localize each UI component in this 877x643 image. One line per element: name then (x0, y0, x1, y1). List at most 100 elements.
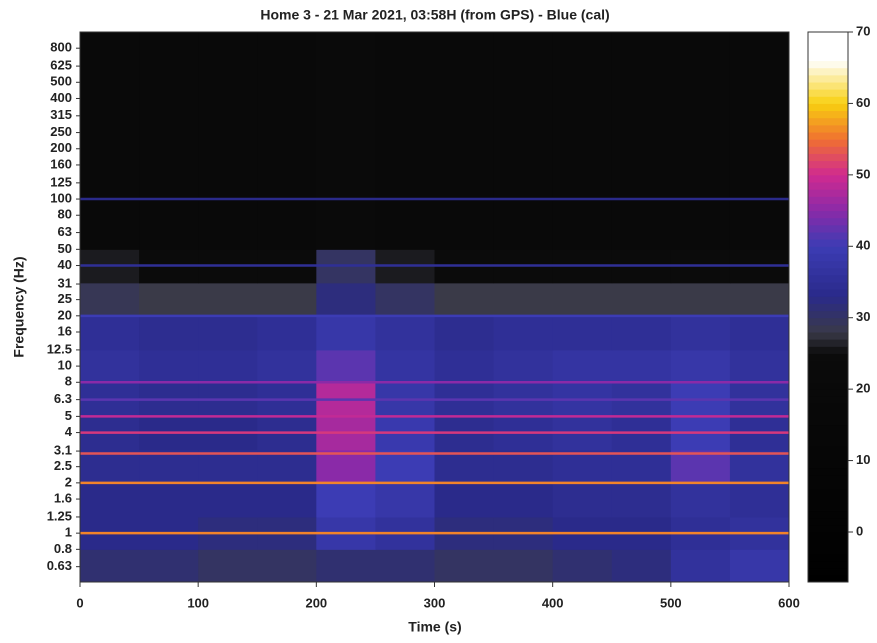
x-tick-label: 200 (305, 595, 327, 610)
spectrogram-cell (375, 315, 435, 351)
colorbar-step (808, 332, 848, 340)
colorbar-step (808, 160, 848, 169)
y-tick-label: 200 (50, 140, 72, 155)
colorbar-step (808, 182, 848, 190)
colorbar-step (808, 510, 848, 519)
y-tick-label: 1.25 (47, 508, 72, 523)
spectrogram-cell (493, 349, 554, 383)
colorbar-tick-label: 10 (856, 452, 870, 467)
spectrogram-cell (552, 32, 613, 250)
colorbar-tick-label: 20 (856, 381, 870, 396)
y-tick-label: 100 (50, 190, 72, 205)
spectrogram-cell (80, 282, 140, 317)
colorbar-step (808, 553, 848, 562)
colorbar-step (808, 303, 848, 312)
spectrogram-cell (198, 549, 258, 583)
colorbar-step (808, 267, 848, 276)
colorbar-step (808, 253, 848, 262)
y-tick-label: 63 (58, 224, 72, 239)
colorbar-step (808, 474, 848, 483)
spectrogram-cell (729, 315, 790, 351)
x-tick-label: 500 (660, 595, 682, 610)
x-axis-label: Time (s) (408, 619, 461, 635)
colorbar-step (808, 524, 848, 533)
y-tick-label: 40 (58, 257, 72, 272)
spectrogram-cell (729, 482, 790, 518)
spectrogram-cell (434, 549, 495, 583)
colorbar-tick-label: 40 (856, 238, 870, 253)
y-tick-label: 1 (65, 525, 72, 540)
y-tick-label: 16 (58, 323, 72, 338)
spectrogram-cell (80, 549, 140, 583)
spectrogram-cell (316, 32, 376, 250)
colorbar-step (808, 296, 848, 304)
colorbar-step (808, 203, 848, 212)
colorbar-step (808, 532, 848, 540)
colorbar-step (808, 239, 848, 247)
y-tick-label: 20 (58, 307, 72, 322)
y-tick-label: 315 (50, 107, 72, 122)
colorbar-step (808, 260, 848, 269)
spectrogram-cell (611, 549, 672, 583)
colorbar-step (808, 124, 848, 133)
chart-title: Home 3 - 21 Mar 2021, 03:58H (from GPS) … (260, 7, 609, 23)
spectrogram-cell (139, 449, 199, 484)
spectrogram-cell (198, 315, 258, 351)
colorbar-step (808, 289, 848, 297)
spectrogram-cell (257, 282, 317, 317)
spectrogram-cell (670, 449, 731, 484)
colorbar-step (808, 539, 848, 547)
spectrogram-cell (375, 282, 435, 317)
spectrogram-cell (670, 282, 731, 317)
spectrogram-cell (139, 282, 199, 317)
colorbar-step (808, 32, 848, 40)
spectrogram-cell (316, 449, 376, 484)
colorbar-step (808, 503, 848, 512)
spectrogram-cell (611, 449, 672, 484)
spectrogram-cell (729, 449, 790, 484)
y-tick-label: 3.1 (54, 443, 72, 458)
colorbar-step (808, 246, 848, 254)
colorbar-step (808, 174, 848, 183)
spectrogram-cell (80, 32, 140, 250)
colorbar-step (808, 74, 848, 83)
colorbar-step (808, 274, 848, 283)
colorbar-step (808, 167, 848, 176)
spectrogram-cell (493, 32, 554, 250)
spectrogram-cell (375, 482, 435, 518)
colorbar-step (808, 103, 848, 112)
colorbar-step (808, 217, 848, 226)
spectrogram-cell (316, 349, 376, 383)
colorbar-step (808, 460, 848, 469)
colorbar-step (808, 360, 848, 369)
spectrogram-cell (434, 282, 495, 317)
spectrogram-cell (670, 315, 731, 351)
spectrogram-cell (729, 349, 790, 383)
spectrogram-cell (434, 315, 495, 351)
y-tick-label: 50 (58, 241, 72, 256)
y-tick-label: 31 (58, 275, 72, 290)
spectrogram-cell (198, 32, 258, 250)
spectrogram-cell (552, 282, 613, 317)
spectrogram-cell (434, 349, 495, 383)
colorbar-step (808, 439, 848, 447)
spectrogram-cell (198, 282, 258, 317)
spectrogram-cell (139, 482, 199, 518)
colorbar-step (808, 210, 848, 219)
colorbar-step (808, 496, 848, 504)
y-tick-label: 160 (50, 156, 72, 171)
colorbar-step (808, 417, 848, 426)
colorbar-step (808, 67, 848, 76)
spectrogram-cell (375, 449, 435, 484)
spectrogram-cell (375, 32, 435, 250)
spectrogram-cell (552, 482, 613, 518)
colorbar-step (808, 424, 848, 433)
spectrogram-cell (139, 32, 199, 250)
colorbar-step (808, 374, 848, 383)
y-tick-label: 2.5 (54, 458, 72, 473)
spectrogram-cell (729, 32, 790, 250)
spectrogram-cell (434, 449, 495, 484)
colorbar-step (808, 339, 848, 347)
spectrogram-cell (375, 549, 435, 583)
y-tick-label: 80 (58, 207, 72, 222)
